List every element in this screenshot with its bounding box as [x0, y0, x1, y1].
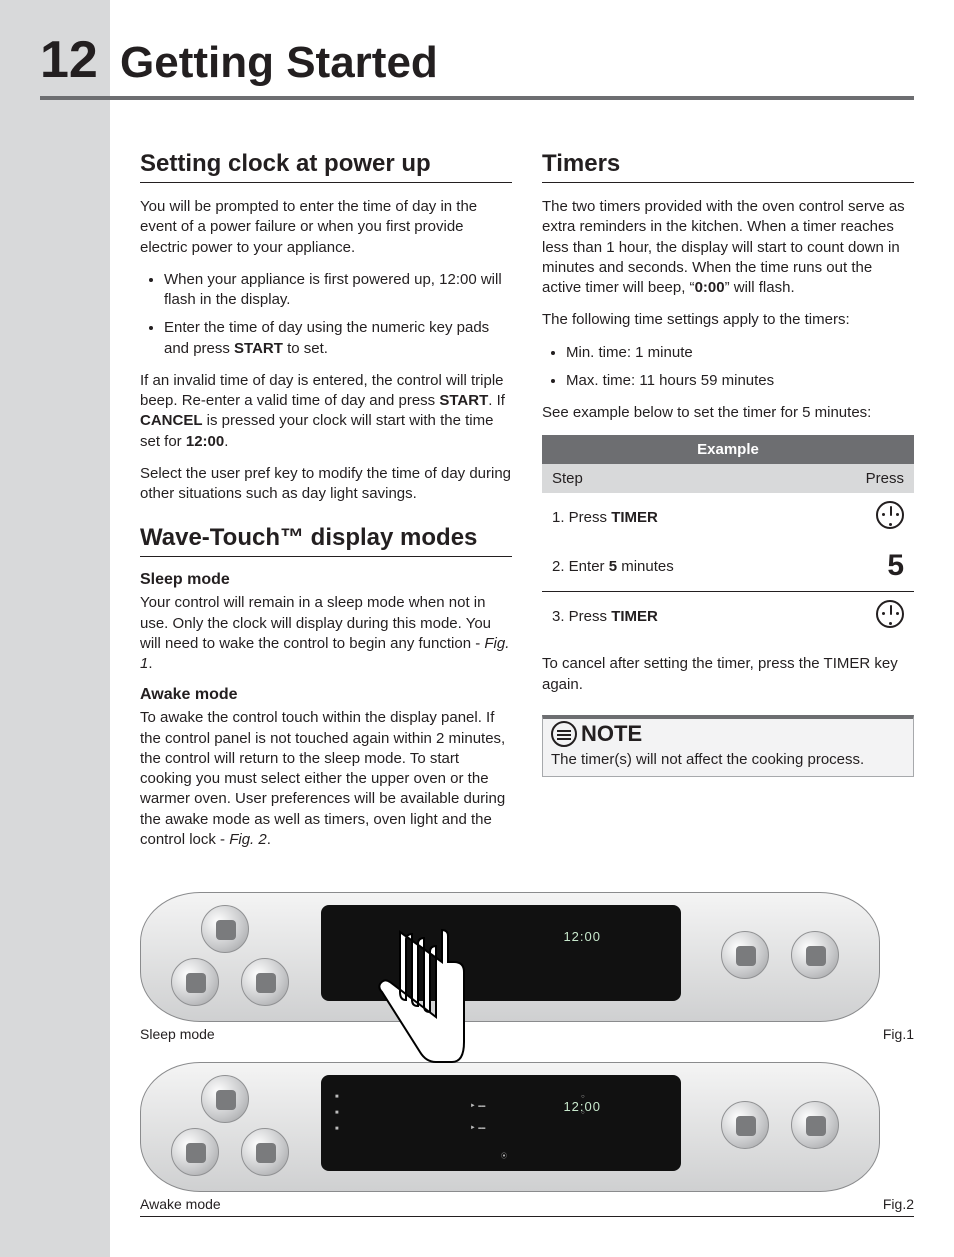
example-col-step: Step — [542, 464, 806, 493]
note-text: The timer(s) will not affect the cooking… — [551, 751, 905, 768]
awake-mode-heading: Awake mode — [140, 686, 512, 704]
sleep-mode-heading: Sleep mode — [140, 571, 512, 589]
note-icon — [551, 721, 577, 747]
timers-example-table: Example Step Press 1. Press TIMER 2. — [542, 435, 914, 640]
knob-icon — [791, 1101, 839, 1149]
section-wavetouch-title: Wave-Touch™ display modes — [140, 524, 512, 557]
setting-clock-intro: You will be prompted to enter the time o… — [140, 197, 512, 258]
note-label: NOTE — [581, 721, 642, 747]
display-menu-icons: ■■■ — [335, 1089, 339, 1137]
example-row-2: 2. Enter 5 minutes — [542, 541, 806, 592]
example-col-press: Press — [806, 464, 914, 493]
knob-icon — [241, 1128, 289, 1176]
setting-clock-invalid: If an invalid time of day is entered, th… — [140, 371, 512, 452]
display-lock-icon: ⦿ — [501, 1151, 507, 1160]
display-clock: 12:00 — [563, 929, 601, 944]
timers-settings-intro: The following time settings apply to the… — [542, 310, 914, 330]
timers-min: Min. time: 1 minute — [566, 343, 914, 363]
display-oven-labels: ► ▬▬► ▬▬ — [471, 1095, 485, 1139]
setting-clock-userpref: Select the user pref key to modify the t… — [140, 464, 512, 505]
hand-icon — [370, 922, 480, 1082]
knob-icon — [721, 1101, 769, 1149]
figure-1-caption: Fig.1 — [883, 1026, 914, 1042]
sleep-mode-body: Your control will remain in a sleep mode… — [140, 593, 512, 674]
knob-icon — [241, 958, 289, 1006]
display-right-icons: ○○ — [581, 1089, 585, 1121]
figure-2-caption: Fig.2 — [883, 1196, 914, 1212]
left-column: Setting clock at power up You will be pr… — [140, 140, 512, 862]
figures-block: 12:00 Sleep mode Fig.1 — [140, 892, 914, 1217]
section-timers-title: Timers — [542, 150, 914, 183]
timers-cancel: To cancel after setting the timer, press… — [542, 654, 914, 695]
note-box: NOTE The timer(s) will not affect the co… — [542, 715, 914, 777]
control-panel-awake: 12:00 ■■■ ► ▬▬► ▬▬ ○○ ⦿ — [140, 1062, 880, 1192]
right-column: Timers The two timers provided with the … — [542, 140, 914, 862]
awake-mode-body: To awake the control touch within the di… — [140, 708, 512, 850]
chapter-header: 12 Getting Started — [40, 30, 914, 100]
section-setting-clock-title: Setting clock at power up — [140, 150, 512, 183]
example-row-3: 3. Press TIMER — [542, 592, 806, 641]
setting-clock-bullet-2: Enter the time of day using the numeric … — [164, 318, 512, 359]
knob-icon — [791, 931, 839, 979]
timer-icon — [876, 600, 904, 628]
example-row-1: 1. Press TIMER — [542, 493, 806, 541]
knob-icon — [201, 1075, 249, 1123]
setting-clock-bullet-1: When your appliance is first powered up,… — [164, 270, 512, 311]
timers-intro: The two timers provided with the oven co… — [542, 197, 914, 298]
figure-2-label: Awake mode — [140, 1196, 221, 1212]
key-5-icon: 5 — [887, 549, 904, 582]
page-number: 12 — [40, 30, 110, 90]
timers-max: Max. time: 11 hours 59 minutes — [566, 371, 914, 391]
knob-icon — [201, 905, 249, 953]
knob-icon — [171, 958, 219, 1006]
knob-icon — [721, 931, 769, 979]
figure-1-label: Sleep mode — [140, 1026, 215, 1042]
knob-icon — [171, 1128, 219, 1176]
oven-display-awake: 12:00 ■■■ ► ▬▬► ▬▬ ○○ ⦿ — [321, 1075, 681, 1171]
timer-icon — [876, 501, 904, 529]
timers-see-example: See example below to set the timer for 5… — [542, 403, 914, 423]
example-header: Example — [542, 435, 914, 464]
control-panel-sleep: 12:00 — [140, 892, 880, 1022]
chapter-title: Getting Started — [120, 38, 438, 88]
